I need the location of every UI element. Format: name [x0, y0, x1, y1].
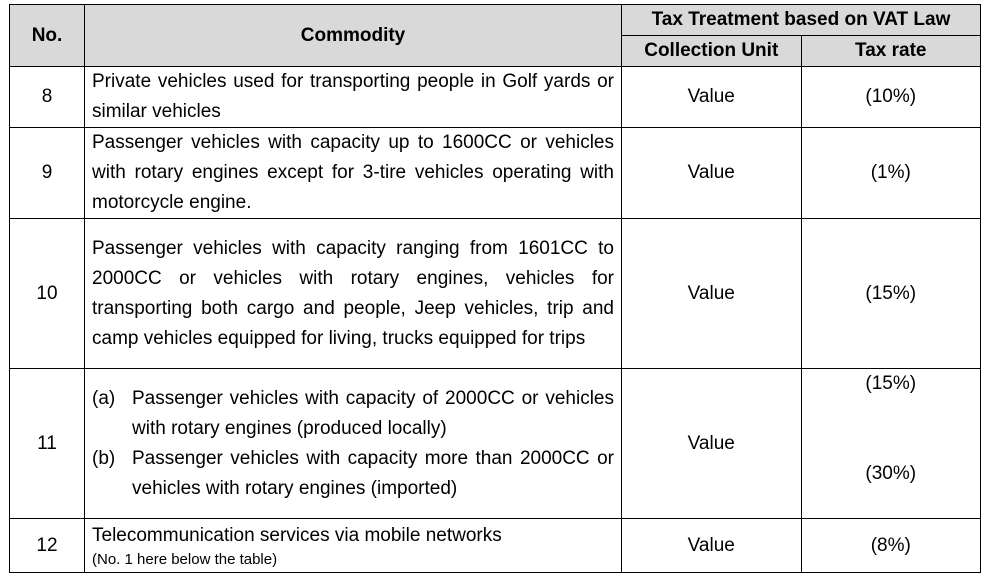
row-unit: Value [621, 127, 802, 219]
header-no: No. [9, 4, 85, 67]
row-unit: Value [621, 368, 802, 519]
sub-item-a-text: Passenger vehicles with capacity of 2000… [132, 387, 614, 439]
row-no: 9 [9, 127, 85, 219]
sub-item-b: (b) Passenger vehicles with capacity mor… [92, 444, 614, 504]
row-no: 10 [9, 218, 85, 369]
row-rate: (15%) [800, 218, 981, 369]
row-no: 12 [9, 518, 85, 573]
row-commodity: (a) Passenger vehicles with capacity of … [84, 368, 622, 519]
table-row: 12 Telecommunication services via mobile… [9, 518, 981, 573]
row-unit: Value [621, 218, 802, 369]
header-collection-unit: Collection Unit [621, 35, 802, 67]
row-commodity: Passenger vehicles with capacity up to 1… [84, 127, 622, 219]
header-tax-rate: Tax rate [800, 35, 981, 67]
row-commodity: Telecommunication services via mobile ne… [84, 518, 622, 573]
row-commodity-text: Telecommunication services via mobile ne… [92, 524, 502, 546]
row-unit: Value [621, 66, 802, 128]
row-unit: Value [621, 518, 802, 573]
row-rate: (8%) [800, 518, 981, 573]
table-row: 8 Private vehicles used for transporting… [9, 66, 981, 128]
row-commodity: Private vehicles used for transporting p… [84, 66, 622, 128]
sub-item-a-label: (a) [92, 387, 116, 409]
header-commodity: Commodity [84, 4, 622, 67]
rate-b: (30%) [865, 463, 917, 484]
row-commodity: Passenger vehicles with capacity ranging… [84, 218, 622, 369]
rate-a: (15%) [865, 373, 917, 394]
table-row: 10 Passenger vehicles with capacity rang… [9, 218, 981, 369]
sub-item-b-text: Passenger vehicles with capacity more th… [132, 447, 614, 499]
sub-item-a: (a) Passenger vehicles with capacity of … [92, 384, 614, 444]
row-no: 8 [9, 66, 85, 128]
row-rate: (10%) [800, 66, 981, 128]
row-rate: (15%) (30%) [800, 368, 981, 519]
sub-item-b-label: (b) [92, 447, 116, 469]
row-note: (No. 1 here below the table) [92, 550, 278, 568]
vat-tax-table: No. Commodity Tax Treatment based on VAT… [9, 4, 981, 573]
table-row: 11 (a) Passenger vehicles with capacity … [9, 368, 981, 519]
table-row: 9 Passenger vehicles with capacity up to… [9, 127, 981, 219]
header-tax-treatment: Tax Treatment based on VAT Law [621, 4, 981, 36]
row-rate: (1%) [800, 127, 981, 219]
row-no: 11 [9, 368, 85, 519]
